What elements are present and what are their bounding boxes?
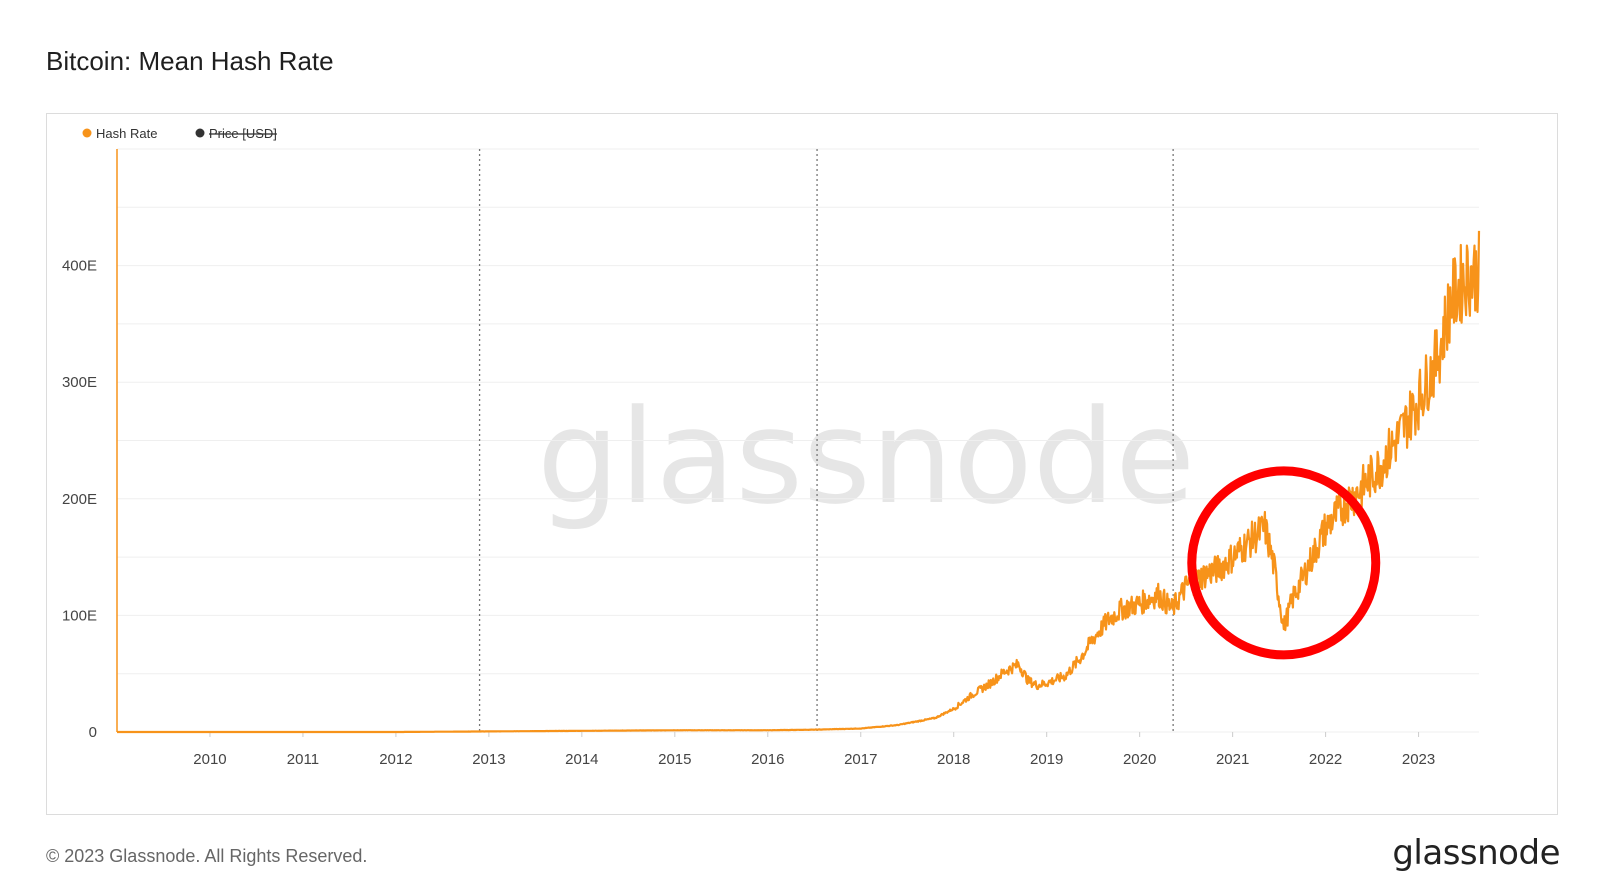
x-tick-label: 2018: [937, 751, 970, 768]
x-tick-label: 2016: [751, 751, 784, 768]
x-tick-label: 2010: [193, 751, 226, 768]
legend-label[interactable]: Hash Rate: [96, 126, 157, 141]
y-tick-label: 200E: [62, 491, 97, 508]
glassnode-logo[interactable]: glassnode: [1392, 833, 1560, 873]
legend: Hash Rate Price [USD]: [82, 126, 277, 141]
legend-marker: [82, 128, 92, 138]
copyright-text: © 2023 Glassnode. All Rights Reserved.: [46, 846, 368, 866]
x-tick-label: 2017: [844, 751, 877, 768]
highlight-circle: [1187, 466, 1381, 660]
grid: [116, 148, 1479, 733]
x-tick-label: 2021: [1216, 751, 1249, 768]
chart-title: Bitcoin: Mean Hash Rate: [46, 46, 334, 76]
y-tick-label: 300E: [62, 374, 97, 391]
chart-frame: glassnode 0 100E 200E 300E 400E 2010 2011 2012…: [46, 113, 1558, 815]
y-axis: 0 100E 200E 300E 400E: [62, 258, 97, 741]
highlight-group: [1187, 466, 1381, 660]
x-tick-label: 2023: [1402, 751, 1435, 768]
x-tick-label: 2015: [658, 751, 691, 768]
y-tick-label: 0: [89, 724, 97, 741]
x-tick-label: 2022: [1309, 751, 1342, 768]
y-tick-label: 400E: [62, 258, 97, 275]
x-tick-label: 2019: [1030, 751, 1063, 768]
hash-rate-line: [116, 230, 1481, 734]
x-tick-label: 2014: [565, 751, 598, 768]
chart-svg: glassnode 0 100E 200E 300E 400E 2010 2011 2012…: [62, 126, 1481, 768]
legend-label[interactable]: Price [USD]: [209, 126, 277, 141]
x-tick-label: 2013: [472, 751, 505, 768]
legend-marker: [195, 128, 205, 138]
x-tick-label: 2012: [379, 751, 412, 768]
x-axis: 2010 2011 2012 2013 2014 2015 2016 2017 2018 2019…: [193, 732, 1435, 768]
series-group: [116, 230, 1481, 734]
x-tick-label: 2011: [287, 751, 319, 768]
x-tick-label: 2020: [1123, 751, 1156, 768]
watermark: glassnode: [537, 381, 1195, 533]
y-tick-label: 100E: [62, 607, 97, 624]
halving-markers: [478, 149, 1174, 732]
